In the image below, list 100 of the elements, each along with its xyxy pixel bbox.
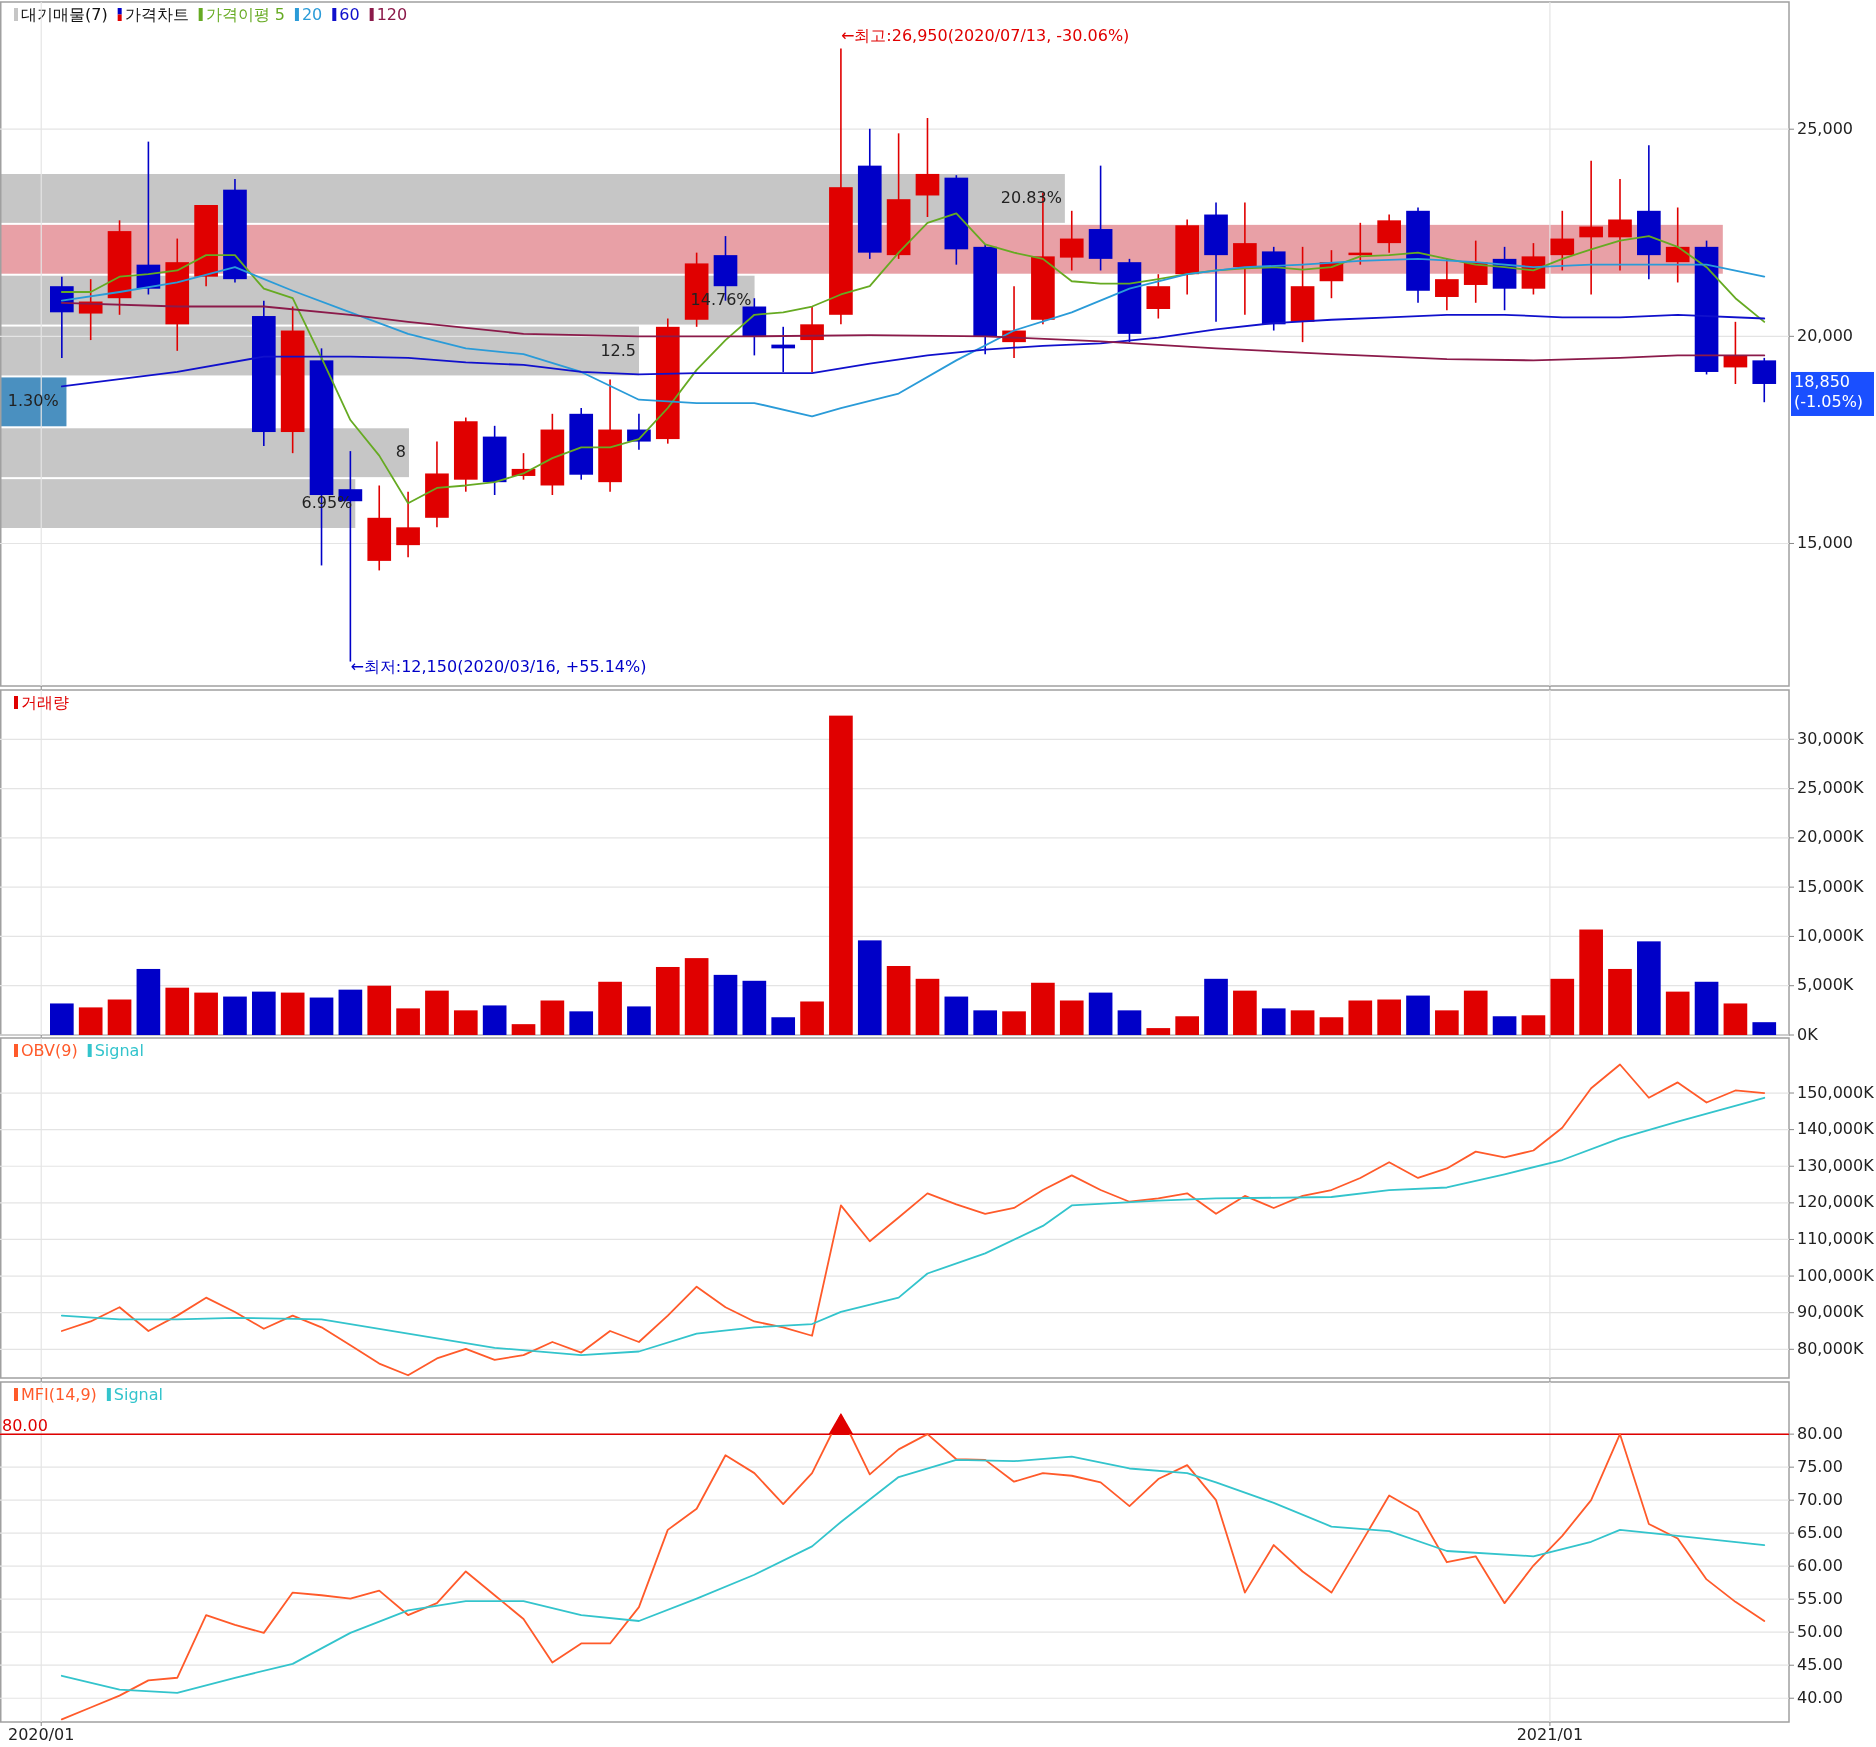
candlestick [1435,258,1459,312]
y-tick-label: 40.00 [1797,1687,1843,1707]
bar [50,1003,74,1035]
candlestick [1752,357,1777,404]
bar [280,992,305,1035]
y-tick-label: 75.00 [1797,1456,1843,1476]
bar [886,966,911,1035]
bar [1492,1016,1517,1035]
y-tick-label: 0K [1797,1024,1819,1044]
bar [1059,1000,1084,1035]
line-series [60,1455,1766,1694]
bar [396,1008,420,1035]
bar [1031,982,1055,1035]
bar [1637,941,1661,1035]
data-label: 8 [395,442,406,462]
bar [1290,1010,1315,1035]
bar [0,479,356,528]
bar [136,968,161,1035]
legend-label: Signal [94,1040,144,1060]
line-series [60,1096,1766,1357]
y-tick-label: 20,000 [1797,325,1853,345]
y-tick-label: 100,000K [1797,1265,1875,1285]
candlestick [1608,178,1632,272]
line-series [60,1063,1766,1377]
bar [1002,1011,1026,1035]
x-tick-label: 2021/01 [1516,1725,1584,1744]
bar [1261,1008,1286,1035]
bar [453,1010,478,1035]
candlestick [1550,210,1575,272]
legend-label: 120 [376,4,408,24]
bar [78,1007,103,1035]
y-tick-label: 70.00 [1797,1489,1843,1509]
bar [309,997,334,1035]
bar [829,715,853,1035]
bar [367,985,392,1035]
legend-label: 대기매물(7) [21,4,108,24]
bar [944,996,969,1035]
y-tick-label: 80,000K [1797,1338,1864,1358]
candlestick [800,305,824,373]
y-tick-label: 90,000K [1797,1302,1864,1322]
bar [1348,1000,1373,1035]
y-tick-label: 25,000K [1797,778,1864,798]
bar [1521,1015,1546,1035]
bar [771,1017,796,1035]
y-tick-label: 15,000 [1797,532,1853,552]
bar [1608,968,1632,1035]
bar [425,990,449,1035]
bar [511,1024,536,1035]
bar [1088,992,1113,1035]
bar [1435,1010,1459,1035]
bar [1233,990,1257,1035]
x-tick-label: 2020/01 [7,1725,75,1744]
y-tick-label: 30,000K [1797,728,1864,748]
bar [1579,929,1603,1035]
legend-label: 가격차트 [124,4,189,24]
bar [1377,999,1401,1035]
y-tick-label: 120,000K [1797,1192,1875,1212]
bar [800,1001,824,1035]
candlestick [396,490,420,558]
y-tick-label: 150,000K [1797,1082,1875,1102]
bar [627,1006,651,1035]
candlestick [1579,159,1603,296]
legend-label: OBV(9) [21,1040,78,1060]
candlestick [1146,273,1171,320]
annotation: ←최고:26,950(2020/07/13, -30.06%) [840,25,1130,45]
bar [684,958,709,1035]
bar [973,1010,998,1035]
data-label: 12.5 [600,340,637,360]
candlestick [915,117,940,218]
bar [1146,1028,1171,1035]
annotation: ←최저:12,150(2020/03/16, +55.14%) [350,657,647,677]
legend-label: 60 [339,4,360,24]
legend-label: 가격이평 5 [205,4,285,24]
line-series [60,313,1766,388]
bar [742,980,767,1035]
bar [540,1000,565,1035]
y-tick-label: 5,000K [1797,975,1854,995]
legend-label: Signal [113,1384,163,1404]
y-tick-label: 50.00 [1797,1621,1843,1641]
bar [338,989,363,1035]
y-tick-label: 25,000 [1797,118,1853,138]
bar [857,940,882,1035]
y-tick-label: 80.00 [1797,1423,1843,1443]
bar [1204,978,1228,1035]
y-tick-label: 65.00 [1797,1522,1843,1542]
legend-label: 거래량 [21,692,69,712]
bar [194,992,218,1035]
bar [1175,1016,1199,1035]
bar [165,987,190,1035]
annotation: 18,850 (-1.05%) [1794,371,1864,411]
legend-label: 20 [301,4,323,24]
bar [1665,991,1690,1035]
bar [569,1011,594,1035]
bar [223,996,247,1035]
bar [1752,1022,1777,1035]
bar [1406,995,1430,1035]
candlestick [1377,213,1401,254]
y-tick-label: 10,000K [1797,925,1864,945]
y-tick-label: 20,000K [1797,827,1864,847]
y-tick-label: 15,000K [1797,876,1864,896]
